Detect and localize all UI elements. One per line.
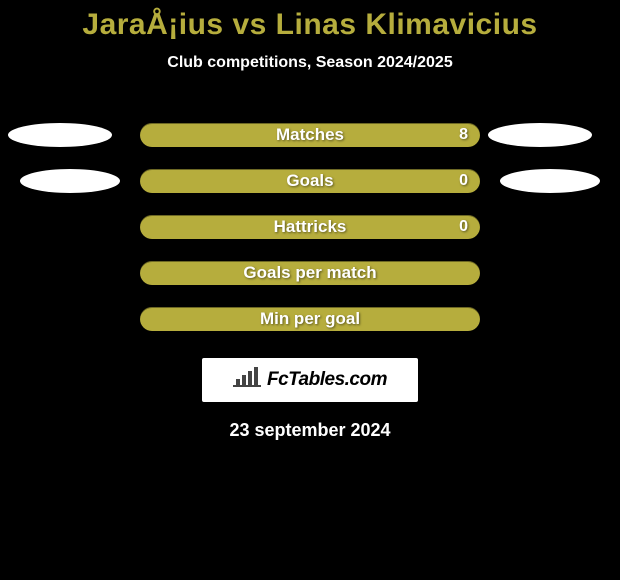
stat-bar: Goals per match <box>140 261 480 285</box>
chart-icon <box>233 367 261 394</box>
footer-date: 23 september 2024 <box>0 420 620 441</box>
stat-value: 0 <box>459 218 468 236</box>
right-ellipse <box>488 123 592 147</box>
stat-bar: Goals 0 <box>140 169 480 193</box>
brand-box: FcTables.com <box>202 358 418 402</box>
stat-label: Hattricks <box>274 217 347 237</box>
stat-value: 0 <box>459 172 468 190</box>
stat-row: Goals 0 <box>0 158 620 204</box>
stat-bar: Hattricks 0 <box>140 215 480 239</box>
right-ellipse <box>500 169 600 193</box>
stat-value: 8 <box>459 126 468 144</box>
stat-label: Goals per match <box>243 263 376 283</box>
stat-row: Goals per match <box>0 250 620 296</box>
brand-text: FcTables.com <box>267 369 387 391</box>
stat-bar: Min per goal <box>140 307 480 331</box>
subtitle: Club competitions, Season 2024/2025 <box>0 54 620 72</box>
stat-row: Hattricks 0 <box>0 204 620 250</box>
comparison-panel: JaraÅ¡ius vs Linas Klimavicius Club comp… <box>0 0 620 580</box>
stat-row: Min per goal <box>0 296 620 342</box>
page-title: JaraÅ¡ius vs Linas Klimavicius <box>0 8 620 42</box>
stat-bar: Matches 8 <box>140 123 480 147</box>
stat-row: Matches 8 <box>0 112 620 158</box>
stat-label: Goals <box>286 171 333 191</box>
stat-rows: Matches 8 Goals 0 Hattricks 0 Goals per match M… <box>0 112 620 342</box>
stat-label: Min per goal <box>260 309 360 329</box>
left-ellipse <box>8 123 112 147</box>
stat-label: Matches <box>276 125 344 145</box>
left-ellipse <box>20 169 120 193</box>
